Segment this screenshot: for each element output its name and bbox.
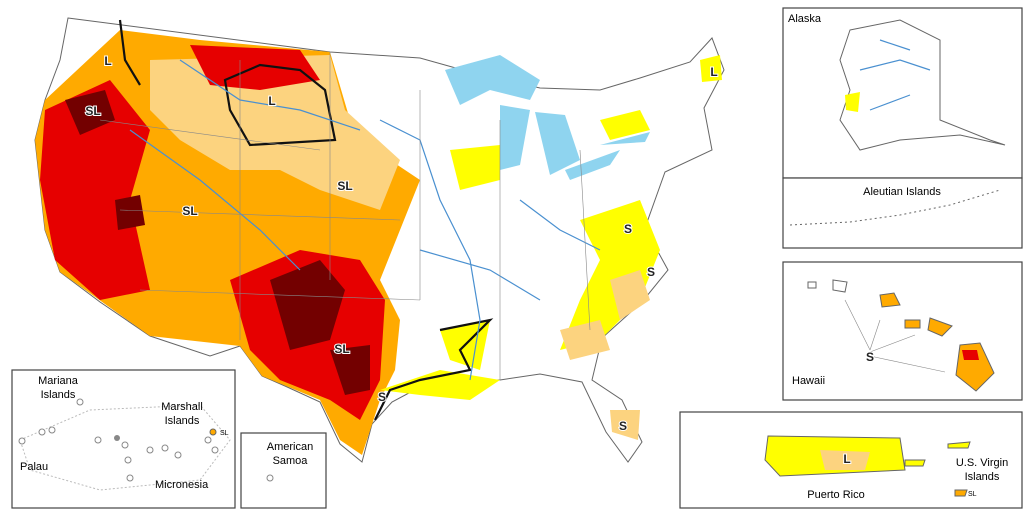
inset-title: Alaska — [788, 13, 822, 25]
puerto-rico-inset: L Puerto Rico U.S. Virgin Islands SL — [679, 411, 1023, 509]
inset-title: Palau — [20, 461, 48, 473]
inset-title: Samoa — [273, 455, 309, 467]
impact-label: S — [866, 350, 874, 364]
impact-label: SL — [334, 342, 349, 356]
impact-label: L — [268, 94, 275, 108]
impact-label: S — [647, 265, 655, 279]
inset-title: Marshall — [161, 401, 203, 413]
alaska-inset: Alaska Aleutian Islands — [782, 7, 1023, 249]
inset-title: Islands — [965, 471, 1000, 483]
impact-label: SL — [337, 179, 352, 193]
inset-title: Islands — [41, 389, 76, 401]
impact-label: SL — [968, 491, 977, 498]
impact-label: L — [710, 65, 717, 79]
inset-title: Micronesia — [155, 479, 209, 491]
impact-label: L — [104, 54, 111, 68]
samoa-inset: American Samoa — [240, 432, 327, 509]
impact-labels: L L L SL SL SL SL S S S S — [84, 53, 718, 434]
inset-title: Islands — [165, 415, 200, 427]
hawaii-inset: S Hawaii — [782, 261, 1023, 401]
impact-label: SL — [220, 430, 229, 437]
impact-label: SL — [85, 104, 100, 118]
inset-title: Aleutian Islands — [863, 186, 941, 198]
impact-label: SL — [182, 204, 197, 218]
inset-title: Hawaii — [792, 375, 825, 387]
inset-title: Mariana — [38, 375, 79, 387]
inset-title: U.S. Virgin — [956, 457, 1008, 469]
inset-title: Puerto Rico — [807, 489, 864, 501]
impact-label: L — [843, 452, 850, 466]
impact-label: S — [624, 222, 632, 236]
impact-label: S — [619, 419, 627, 433]
impact-label: S — [378, 390, 386, 404]
inset-title: American — [267, 441, 313, 453]
conus — [34, 17, 725, 463]
pacific-inset: Mariana Islands Marshall Islands SL Pala… — [11, 369, 236, 509]
